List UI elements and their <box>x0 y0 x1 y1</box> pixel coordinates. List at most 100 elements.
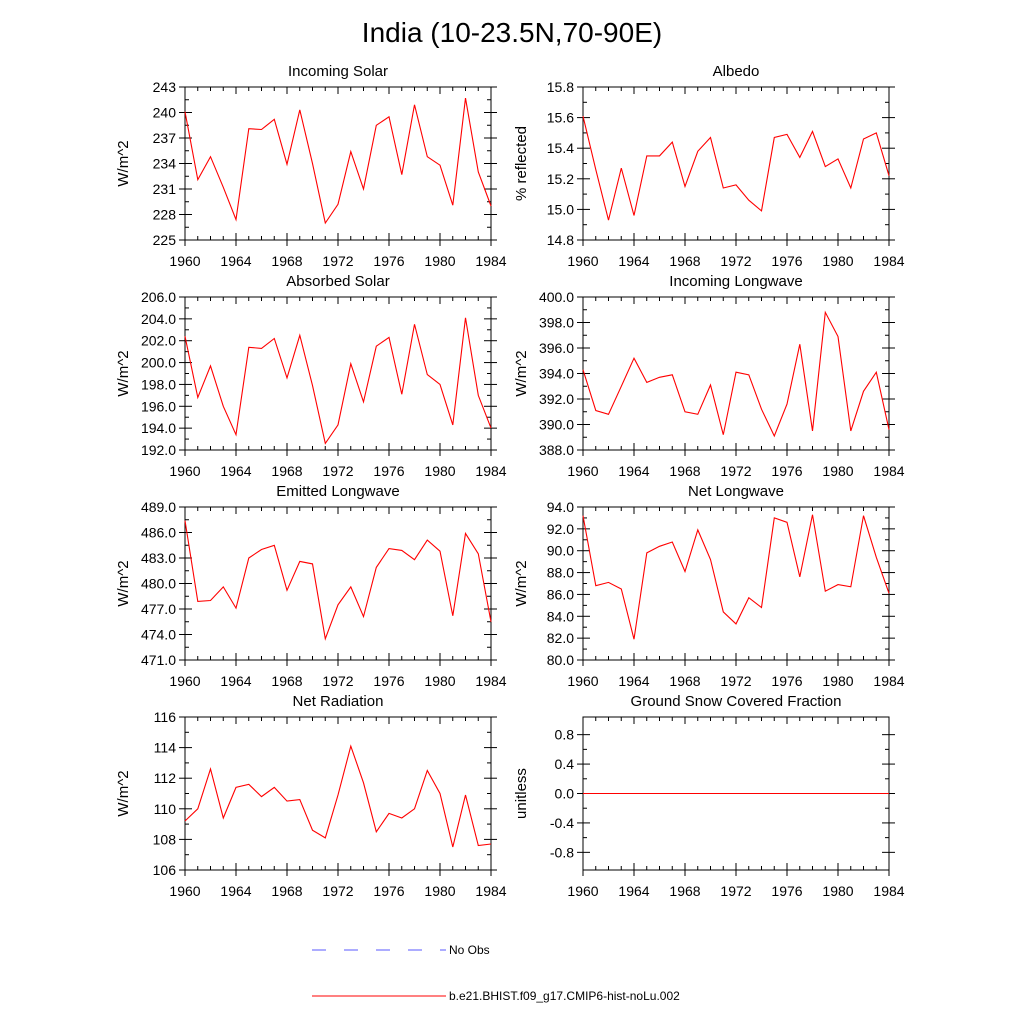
y-tick-label: 15.4 <box>547 140 574 156</box>
y-tick-label: 116 <box>154 709 177 725</box>
y-tick-label: 225 <box>153 232 177 248</box>
y-tick-label: 483.0 <box>141 550 176 566</box>
x-tick-label: 1960 <box>567 673 598 689</box>
x-tick-label: 1976 <box>373 673 404 689</box>
x-tick-label: 1984 <box>475 463 506 479</box>
y-axis-label: W/m^2 <box>115 560 132 606</box>
y-tick-label: 206.0 <box>141 289 176 305</box>
y-tick-label: 15.6 <box>547 110 574 126</box>
panel: Absorbed Solar W/m^2 192.0 194.0 196.0 198.0 2… <box>115 273 507 479</box>
panel: Ground Snow Covered Fraction unitless -0.8… <box>513 693 905 899</box>
x-tick-label: 1984 <box>475 883 506 899</box>
y-tick-label: 477.0 <box>141 601 176 617</box>
y-tick-label: 14.8 <box>547 232 574 248</box>
series-line <box>184 520 492 641</box>
legend-obs-label: No Obs <box>449 943 490 957</box>
x-tick-label: 1972 <box>322 253 353 269</box>
y-tick-label: 80.0 <box>547 652 574 668</box>
x-tick-label: 1968 <box>669 463 700 479</box>
panel-title: Net Radiation <box>293 693 384 710</box>
panel: Albedo % reflected 14.8 15.0 15.2 15.4 15.6 15.… <box>513 63 905 269</box>
y-tick-label: 106 <box>153 862 177 878</box>
y-tick-label: 0.8 <box>555 727 575 743</box>
x-tick-label: 1964 <box>618 883 649 899</box>
y-tick-label: 90.0 <box>547 543 574 559</box>
x-tick-label: 1972 <box>322 673 353 689</box>
y-axis-label: W/m^2 <box>513 560 530 606</box>
y-tick-label: 82.0 <box>547 630 574 646</box>
x-tick-label: 1976 <box>771 673 802 689</box>
x-tick-label: 1964 <box>618 673 649 689</box>
x-tick-label: 1960 <box>567 883 598 899</box>
plot-frame <box>582 86 890 241</box>
x-tick-label: 1972 <box>322 883 353 899</box>
y-tick-label: 474.0 <box>141 627 176 643</box>
x-tick-label: 1968 <box>271 463 302 479</box>
y-tick-label: 0.0 <box>555 786 575 802</box>
series-line <box>184 317 492 445</box>
x-tick-label: 1968 <box>271 253 302 269</box>
y-tick-label: 112 <box>154 770 177 786</box>
x-tick-label: 1972 <box>720 463 751 479</box>
x-tick-label: 1968 <box>271 883 302 899</box>
y-tick-label: 200.0 <box>141 355 176 371</box>
y-tick-label: -0.4 <box>550 815 574 831</box>
x-tick-label: 1960 <box>169 673 200 689</box>
x-tick-label: 1960 <box>169 463 200 479</box>
y-tick-label: 204.0 <box>141 311 176 327</box>
y-tick-label: 86.0 <box>547 586 574 602</box>
x-tick-label: 1976 <box>373 883 404 899</box>
y-tick-label: 243 <box>153 79 177 95</box>
y-tick-label: 108 <box>153 831 177 847</box>
panel-title: Incoming Solar <box>288 63 388 80</box>
figure-title: India (10-23.5N,70-90E) <box>362 17 662 48</box>
y-tick-label: 486.0 <box>141 525 176 541</box>
panel-title: Albedo <box>713 63 760 80</box>
x-tick-label: 1980 <box>822 253 853 269</box>
x-tick-label: 1964 <box>220 673 251 689</box>
y-tick-label: 396.0 <box>539 340 574 356</box>
y-axis-label: unitless <box>513 768 530 819</box>
legend: No Obs b.e21.BHIST.f09_g17.CMIP6-hist-no… <box>312 943 680 1003</box>
plot-frame <box>184 86 492 241</box>
panel: Emitted Longwave W/m^2 471.0 474.0 477.0 480.… <box>115 483 507 689</box>
series-line <box>184 744 492 848</box>
x-tick-label: 1980 <box>424 673 455 689</box>
x-tick-label: 1960 <box>169 883 200 899</box>
series-line <box>582 514 890 640</box>
y-tick-label: 480.0 <box>141 576 176 592</box>
x-tick-label: 1972 <box>720 253 751 269</box>
x-tick-label: 1968 <box>669 883 700 899</box>
x-tick-label: 1964 <box>220 883 251 899</box>
y-tick-label: 390.0 <box>539 417 574 433</box>
y-tick-label: 15.0 <box>547 201 574 217</box>
y-tick-label: 114 <box>154 740 177 756</box>
x-tick-label: 1980 <box>822 673 853 689</box>
x-tick-label: 1968 <box>669 673 700 689</box>
y-tick-label: 400.0 <box>539 289 574 305</box>
x-tick-label: 1964 <box>618 463 649 479</box>
y-axis-label: % reflected <box>513 126 530 201</box>
y-tick-label: 489.0 <box>141 499 176 515</box>
plot-frame <box>582 506 890 661</box>
y-axis-label: W/m^2 <box>115 770 132 816</box>
plot-frame <box>184 296 492 451</box>
y-tick-label: 0.4 <box>555 756 575 772</box>
series-line <box>582 115 890 221</box>
x-tick-label: 1980 <box>424 253 455 269</box>
x-tick-label: 1980 <box>424 463 455 479</box>
y-tick-label: -0.8 <box>550 844 574 860</box>
x-tick-label: 1976 <box>771 883 802 899</box>
y-tick-label: 88.0 <box>547 565 574 581</box>
panel-title: Incoming Longwave <box>669 273 802 290</box>
y-axis-label: W/m^2 <box>513 350 530 396</box>
x-tick-label: 1976 <box>373 253 404 269</box>
y-tick-label: 92.0 <box>547 521 574 537</box>
y-tick-label: 240 <box>153 105 177 121</box>
y-tick-label: 392.0 <box>539 391 574 407</box>
y-tick-label: 237 <box>153 130 177 146</box>
panel: Incoming Solar W/m^2 225 228 231 234 237 240 243… <box>115 63 507 269</box>
panels: Incoming Solar W/m^2 225 228 231 234 237 240 243… <box>115 63 905 899</box>
panel: Net Radiation W/m^2 106 108 110 112 114 116 1960… <box>115 693 507 899</box>
y-tick-label: 84.0 <box>547 608 574 624</box>
